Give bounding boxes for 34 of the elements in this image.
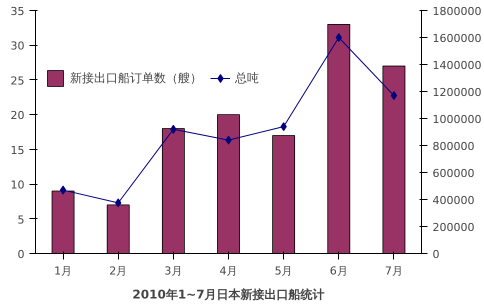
y2-tick-label: 600000 <box>432 167 474 180</box>
y-tick-label: 0 <box>18 248 24 261</box>
y-tick-label: 10 <box>10 178 25 192</box>
y2-tick-label: 800000 <box>432 140 474 153</box>
x-tick-label: 7月 <box>384 264 403 278</box>
y2-tick-label: 1800000 <box>432 5 482 18</box>
y-tick-label: 25 <box>10 74 25 88</box>
y-tick-label: 35 <box>10 5 25 18</box>
x-tick-label: 5月 <box>274 264 293 278</box>
y-tick-label: 30 <box>10 40 25 53</box>
y2-tick-label: 1000000 <box>432 113 482 126</box>
y-tick-label: 20 <box>10 109 25 122</box>
y2-tick-label: 1600000 <box>432 32 482 45</box>
point <box>336 33 342 42</box>
y2-tick-label: 1200000 <box>432 86 482 99</box>
legend-label: 新接出口船订单数（艘） <box>70 70 202 86</box>
y-tick-label: 15 <box>10 144 25 157</box>
point <box>170 124 177 134</box>
x-tick-label: 6月 <box>330 264 348 278</box>
y2-tick-label: 200000 <box>432 221 474 234</box>
point <box>225 136 232 145</box>
legend-label: 总吨 <box>235 70 259 86</box>
x-tick-label: 4月 <box>220 264 238 278</box>
point <box>390 91 398 100</box>
y-tick-label: 5 <box>18 213 24 226</box>
point <box>60 186 66 195</box>
point <box>280 122 287 132</box>
x-tick-label: 1月 <box>54 264 72 278</box>
y2-tick-label: 400000 <box>432 194 474 207</box>
text: 2010年1~7月日本新接出口船统计 <box>132 288 325 302</box>
x-tick-label: 3月 <box>164 264 182 278</box>
y2-tick-label: 0 <box>432 248 440 261</box>
y2-tick-label: 1400000 <box>432 59 482 72</box>
x-tick-label: 2月 <box>109 264 128 278</box>
